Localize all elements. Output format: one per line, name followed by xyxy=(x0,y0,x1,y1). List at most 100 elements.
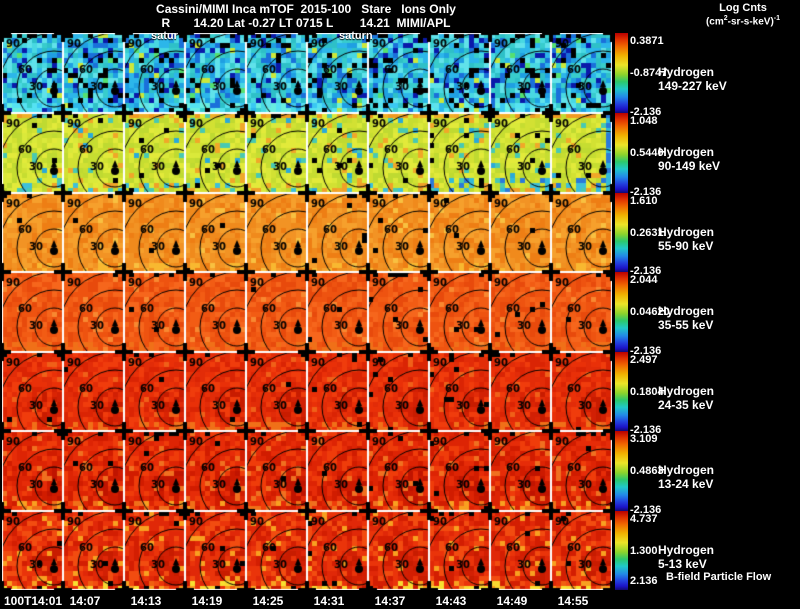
heatmap-canvas xyxy=(368,431,429,511)
heatmap-canvas xyxy=(63,431,124,511)
heatmap-panel-r5c6 xyxy=(307,352,368,431)
time-label-2: 14:07 xyxy=(69,594,101,608)
heatmap-panel-r7c7 xyxy=(368,511,429,590)
heatmap-canvas xyxy=(490,431,551,511)
heatmap-panel-r2c8 xyxy=(429,113,490,193)
heatmap-canvas xyxy=(124,113,185,193)
colorbar-mid-row6: 0.4863 xyxy=(630,465,664,477)
heatmap-canvas xyxy=(2,33,63,113)
heatmap-panel-r3c2 xyxy=(63,193,124,272)
colorbar-row2 xyxy=(615,113,628,193)
heatmap-panel-r6c3 xyxy=(124,431,185,511)
heatmap-canvas xyxy=(429,352,490,431)
heatmap-panel-r4c8 xyxy=(429,272,490,352)
heatmap-canvas xyxy=(246,33,307,113)
heatmap-panel-r6c5 xyxy=(246,431,307,511)
heatmap-canvas xyxy=(307,511,368,590)
heatmap-panel-r3c9 xyxy=(490,193,551,272)
colorbar-mid-row1: -0.8747 xyxy=(630,67,668,79)
colorbar-title: Log Cnts xyxy=(719,2,767,14)
colorbar-min-row2: -2.136 xyxy=(630,186,662,198)
heatmap-panel-r6c9 xyxy=(490,431,551,511)
channel-label-row1: Hydrogen 149-227 keV xyxy=(658,65,727,93)
heatmap-canvas xyxy=(185,113,246,193)
heatmap-canvas xyxy=(185,431,246,511)
heatmap-panel-r3c5 xyxy=(246,193,307,272)
heatmap-canvas xyxy=(429,113,490,193)
heatmap-panel-r1c2 xyxy=(63,33,124,113)
colorbar-units: (cm2-sr-s-keV)-1 xyxy=(705,15,781,28)
colorbar-mid-row4: 0.04620 xyxy=(630,306,670,318)
heatmap-canvas xyxy=(246,511,307,590)
colorbar-row5 xyxy=(615,352,628,431)
time-label-9: 14:49 xyxy=(496,594,528,608)
heatmap-canvas xyxy=(185,193,246,272)
heatmap-canvas xyxy=(307,113,368,193)
heatmap-canvas xyxy=(368,33,429,113)
colorbar-mid-row5: 0.1804 xyxy=(630,385,664,398)
time-label-4: 14:19 xyxy=(191,594,223,608)
heatmap-canvas xyxy=(124,431,185,511)
heatmap-canvas xyxy=(429,193,490,272)
heatmap-panel-r7c8 xyxy=(429,511,490,590)
heatmap-canvas xyxy=(2,113,63,193)
heatmap-canvas xyxy=(429,511,490,590)
heatmap-canvas xyxy=(368,193,429,272)
heatmap-panel-r2c3 xyxy=(124,113,185,193)
colorbar-min-row7: 2.136 xyxy=(630,575,658,587)
heatmap-canvas xyxy=(307,272,368,352)
channel-species: Hydrogen xyxy=(658,542,715,557)
heatmap-panel-r4c7 xyxy=(368,272,429,352)
colorbar-mid-row2: 0.5440 xyxy=(630,147,664,159)
heatmap-panel-r5c7 xyxy=(368,352,429,431)
heatmap-canvas xyxy=(246,431,307,511)
heatmap-panel-r5c2 xyxy=(63,352,124,431)
heatmap-panel-r5c10 xyxy=(551,352,612,431)
heatmap-panel-r4c10 xyxy=(551,272,612,352)
heatmap-panel-r2c10 xyxy=(551,113,612,193)
heatmap-panel-r4c3 xyxy=(124,272,185,352)
heatmap-panel-r3c4 xyxy=(185,193,246,272)
heatmap-canvas xyxy=(551,352,612,431)
colorbar-mid-row7: 1.300 xyxy=(630,544,658,557)
heatmap-canvas xyxy=(2,431,63,511)
heatmap-panel-r4c4 xyxy=(185,272,246,352)
heatmap-panel-r5c1 xyxy=(2,352,63,431)
heatmap-panel-r2c9 xyxy=(490,113,551,193)
heatmap-canvas xyxy=(63,33,124,113)
heatmap-panel-r2c6 xyxy=(307,113,368,193)
heatmap-panel-r6c4 xyxy=(185,431,246,511)
colorbar-row7 xyxy=(615,511,628,590)
heatmap-canvas xyxy=(551,193,612,272)
channel-species: Hydrogen xyxy=(658,145,715,159)
heatmap-panel-r3c8 xyxy=(429,193,490,272)
channel-species: Hydrogen xyxy=(658,65,715,79)
heatmap-canvas xyxy=(63,352,124,431)
heatmap-canvas xyxy=(551,431,612,511)
heatmap-canvas xyxy=(124,33,185,113)
colorbar-max-row7: 4.737 xyxy=(630,513,658,525)
heatmap-canvas xyxy=(246,352,307,431)
heatmap-canvas xyxy=(368,511,429,590)
channel-label-row2: Hydrogen 90-149 keV xyxy=(658,145,720,173)
time-label-7: 14:37 xyxy=(374,594,406,608)
saturn-direction-label-1: satur xyxy=(151,30,178,42)
channel-energy: 90-149 keV xyxy=(658,159,721,173)
channel-energy: 55-90 keV xyxy=(658,238,714,253)
heatmap-panel-r7c4 xyxy=(185,511,246,590)
channel-species: Hydrogen xyxy=(658,383,715,398)
colorbar-row1 xyxy=(615,33,628,113)
time-label-1: 100T14:01 xyxy=(4,594,63,608)
heatmap-canvas xyxy=(124,352,185,431)
heatmap-panel-r4c2 xyxy=(63,272,124,352)
channel-species: Hydrogen xyxy=(658,304,715,318)
colorbar-min-row6: -2.136 xyxy=(630,504,662,516)
colorbar-min-row3: -2.136 xyxy=(630,265,662,277)
heatmap-panel-r7c6 xyxy=(307,511,368,590)
heatmap-panel-r4c9 xyxy=(490,272,551,352)
heatmap-panel-r2c5 xyxy=(246,113,307,193)
heatmap-canvas xyxy=(2,272,63,352)
channel-species: Hydrogen xyxy=(658,224,715,239)
heatmap-panel-r1c6 xyxy=(307,33,368,113)
